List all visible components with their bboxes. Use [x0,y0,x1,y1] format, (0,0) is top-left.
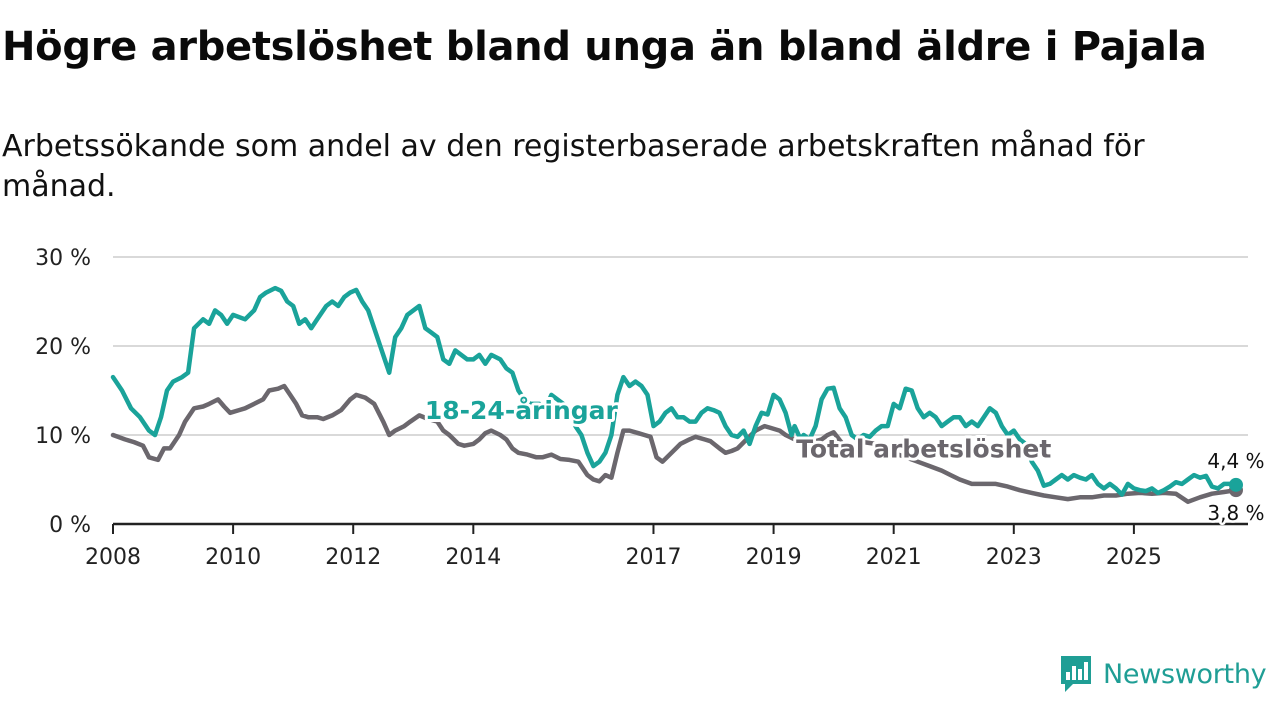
series-label-0: 18-24-åringar [425,396,619,425]
x-tick-label: 2019 [746,545,802,570]
end-value-label-0: 4,4 % [1207,449,1264,473]
y-tick-label: 10 % [35,424,91,449]
x-tick-label: 2017 [625,545,681,570]
series-lines [110,285,1243,505]
series-line-1 [110,383,1239,505]
x-tick-label: 2008 [85,545,141,570]
grid-lines [113,256,1248,436]
y-tick-label: 30 % [35,246,91,271]
series-end-dot-0 [1228,477,1243,492]
series-line-0 [110,285,1239,497]
y-tick-label: 20 % [35,335,91,360]
x-axis-ticks: 2008 2010 2012 2014 2017 2019 2021 2023 2025 [85,524,1162,570]
bar-chart-speech-bubble-icon [1061,656,1091,692]
x-tick-label: 2025 [1106,545,1162,570]
brand-name: Newsworthy [1103,658,1267,690]
series-labels: 18-24-åringar Total arbetslöshet 4,4 % 3,8 … [422,393,1267,528]
x-tick-label: 2012 [325,545,381,570]
x-tick-label: 2010 [205,545,261,570]
y-axis-ticks: 0 % 10 % 20 % 30 % [35,246,91,538]
chart-title: Högre arbetslöshet bland unga än bland ä… [2,24,1207,70]
brand-logo: Newsworthy [1059,654,1267,694]
chart-subtitle: Arbetssökande som andel av den registerb… [2,129,1145,204]
x-tick-label: 2014 [445,545,501,570]
end-value-label-1: 3,8 % [1207,501,1264,525]
y-tick-label: 0 % [49,513,91,538]
x-tick-label: 2023 [986,545,1042,570]
series-label-1: Total arbetslöshet [796,434,1051,463]
x-tick-label: 2021 [866,545,922,570]
